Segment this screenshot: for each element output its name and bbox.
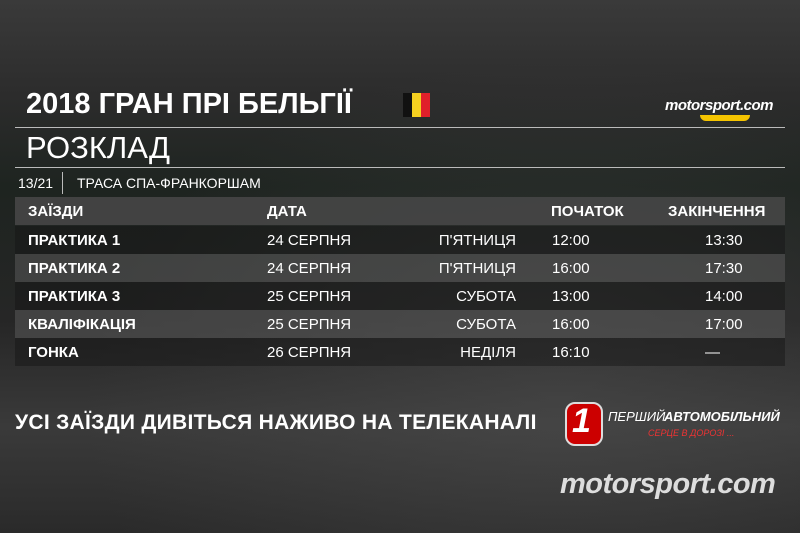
- day: П'ЯТНИЦЯ: [438, 260, 516, 277]
- date: 25 СЕРПНЯ: [267, 288, 352, 305]
- channel-line2: АВТОМОБІЛЬНИЙ: [664, 409, 780, 424]
- end: 17:30: [705, 260, 743, 277]
- column-header: ЗАЇЗДИ: [28, 203, 84, 220]
- start: 13:00: [552, 288, 590, 305]
- track: ТРАСА СПА-ФРАНКОРШАМ: [77, 175, 261, 191]
- footer-text: УСІ ЗАЇЗДИ ДИВІТЬСЯ НАЖИВО НА ТЕЛЕКАНАЛІ: [15, 411, 537, 434]
- session: ПРАКТИКА 1: [28, 232, 121, 249]
- start: 16:10: [552, 344, 590, 361]
- divider: [15, 127, 785, 128]
- end: —: [705, 344, 720, 361]
- session: КВАЛІФІКАЦІЯ: [28, 316, 136, 333]
- belgium-flag: [403, 93, 430, 117]
- session: ПРАКТИКА 2: [28, 260, 121, 277]
- start: 16:00: [552, 260, 590, 277]
- logo-top: motorsport.com: [665, 97, 774, 114]
- end: 17:00: [705, 316, 743, 333]
- row-bg: [15, 282, 785, 310]
- end: 13:30: [705, 232, 743, 249]
- channel-number: 1: [572, 402, 591, 440]
- date: 26 СЕРПНЯ: [267, 344, 352, 361]
- row-bg: [15, 338, 785, 366]
- column-header: ПОЧАТОК: [551, 203, 624, 220]
- channel-badge: [565, 402, 603, 446]
- session: ГОНКА: [28, 344, 79, 361]
- column-header: ЗАКІНЧЕННЯ: [668, 203, 766, 220]
- channel-line1: ПЕРШИЙ: [608, 409, 666, 424]
- title: 2018 ГРАН ПРІ БЕЛЬГІЇ: [26, 88, 352, 120]
- date: 24 СЕРПНЯ: [267, 232, 352, 249]
- date: 24 СЕРПНЯ: [267, 260, 352, 277]
- subtitle: РОЗКЛАД: [26, 130, 170, 165]
- channel-slogan: СЕРЦЕ В ДОРОЗІ ...: [648, 428, 735, 438]
- day: СУБОТА: [456, 316, 516, 333]
- start: 16:00: [552, 316, 590, 333]
- start: 12:00: [552, 232, 590, 249]
- row-bg: [15, 254, 785, 282]
- end: 14:00: [705, 288, 743, 305]
- header-row: [15, 197, 785, 225]
- row-bg: [15, 310, 785, 338]
- session: ПРАКТИКА 3: [28, 288, 121, 305]
- row-bg: [15, 226, 785, 254]
- date: 25 СЕРПНЯ: [267, 316, 352, 333]
- day: СУБОТА: [456, 288, 516, 305]
- day: НЕДІЛЯ: [460, 344, 516, 361]
- day: П'ЯТНИЦЯ: [438, 232, 516, 249]
- separator: [62, 172, 63, 194]
- divider: [15, 167, 785, 168]
- logo-bottom: motorsport.com: [560, 468, 776, 500]
- round: 13/21: [18, 175, 54, 191]
- column-header: ДАТА: [267, 203, 307, 220]
- logo-swoosh: [700, 115, 750, 121]
